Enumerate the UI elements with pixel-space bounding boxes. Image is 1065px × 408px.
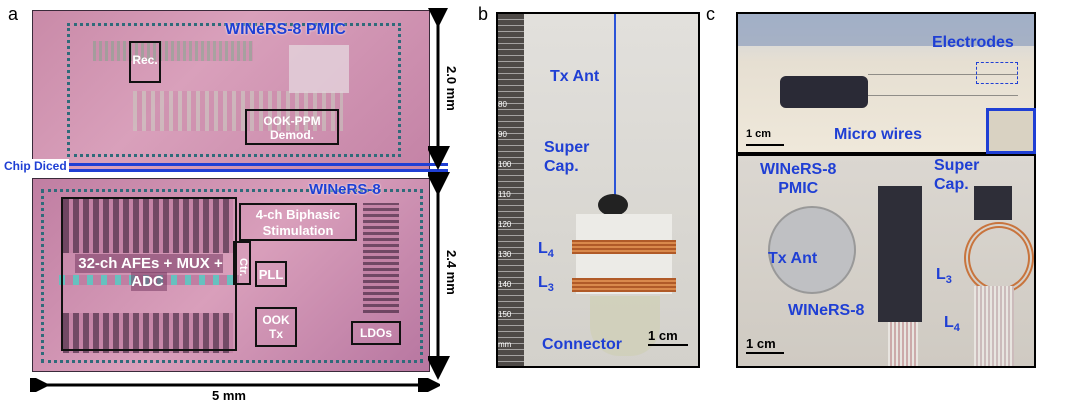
panel-label-a: a <box>8 4 19 24</box>
scale-bar-c-top <box>746 144 784 146</box>
pad-ring-bottom <box>41 189 423 363</box>
scale-label-b: 1 cm <box>648 328 678 343</box>
separator-line-1 <box>62 163 448 166</box>
dim-bottom-label: 2.4 mm <box>444 250 459 295</box>
winers8-label-c: WINeRS-8 <box>788 302 865 319</box>
winers8-die-photo: WINeRS-8 32-ch AFEs + MUX + ADC 4-ch Bip… <box>32 178 430 372</box>
winers8-pmic-label: WINeRS-8 PMIC <box>760 161 837 197</box>
pmic-macro <box>289 45 349 93</box>
l3-label: L3 <box>538 274 554 295</box>
ruler-numbers: 80 90 100 110 120 130 140 150 mm <box>498 100 512 349</box>
electrode-zoom-box <box>976 62 1018 84</box>
dimension-arrows-vertical <box>428 8 450 380</box>
panel-label-c: c <box>706 4 715 24</box>
super-cap-label: Super Cap. <box>544 139 590 175</box>
wires-right <box>974 286 1014 366</box>
l4-label: L4 <box>538 240 554 261</box>
l4-label-c: L4 <box>944 314 960 335</box>
separator-line-2 <box>62 169 448 172</box>
electrode-inset <box>986 108 1036 154</box>
ruler-ticks <box>498 14 524 366</box>
rec-block: Rec. <box>129 41 161 83</box>
pmic-title: WINeRS-8 PMIC <box>225 21 346 38</box>
coil-l4 <box>572 240 676 254</box>
dim-top-label: 2.0 mm <box>444 66 459 111</box>
connector-body <box>590 296 660 356</box>
super-cap-label-c: Super Cap. <box>934 157 980 193</box>
super-cap-right <box>974 186 1012 220</box>
coin <box>768 206 856 294</box>
ldos-block: LDOs <box>351 321 401 345</box>
dim-width-label: 5 mm <box>212 388 246 403</box>
tx-antenna-wire <box>614 14 616 196</box>
winers8-title: WINeRS-8 <box>309 181 381 198</box>
afe-block: 32-ch AFEs + MUX + ADC <box>61 197 237 351</box>
panel-c-bottom-photo: WINeRS-8 PMIC Super Cap. Tx Ant L3 L4 WIN… <box>736 154 1036 368</box>
pad-ring-top <box>67 23 401 157</box>
panel-b-photo: Tx Ant Super Cap. L4 L3 Connector 1 cm <box>496 12 700 368</box>
scale-label-c-bottom: 1 cm <box>746 336 776 351</box>
wires-left <box>888 322 918 366</box>
scale-bar-b <box>648 344 688 346</box>
ruler-top <box>738 14 1034 46</box>
afe-array-bottom <box>63 313 233 353</box>
micro-wires-label: Micro wires <box>834 126 923 143</box>
afe-array-top <box>63 199 233 253</box>
ook-ppm-block: OOK-PPM Demod. <box>245 109 339 145</box>
connector-label: Connector <box>542 336 622 353</box>
super-cap-body <box>598 194 628 216</box>
coil-l3 <box>572 278 676 292</box>
circuit-block <box>133 91 343 131</box>
scale-bar-c-bottom <box>746 352 784 354</box>
implant-stack-left <box>878 186 922 322</box>
panel-c-top-photo: Electrodes Micro wires 1 cm <box>736 12 1036 154</box>
pmic-die-photo: WINeRS-8 PMIC Rec. OOK-PPM Demod. <box>32 10 430 170</box>
pll-block: PLL <box>255 261 287 287</box>
coil-right <box>964 222 1034 294</box>
l3-label-c: L3 <box>936 266 952 287</box>
chip-diced-label: Chip Diced <box>2 159 69 173</box>
ctr-block: Ctr. <box>233 241 251 285</box>
circuit-stripes <box>93 41 253 61</box>
implant-board <box>780 76 868 108</box>
tx-ant-label-c: Tx Ant <box>768 250 818 267</box>
electrodes-label: Electrodes <box>932 34 1014 51</box>
dimension-arrow-horizontal <box>30 378 440 392</box>
panel-label-b: b <box>478 4 489 24</box>
scale-label-c-top: 1 cm <box>746 128 772 140</box>
stim-array <box>363 203 399 313</box>
micro-wire-bundle <box>868 74 1018 96</box>
stim-block: 4-ch Biphasic Stimulation <box>239 203 357 241</box>
tx-ant-label: Tx Ant <box>550 68 600 85</box>
ook-tx-block: OOK Tx <box>255 307 297 347</box>
